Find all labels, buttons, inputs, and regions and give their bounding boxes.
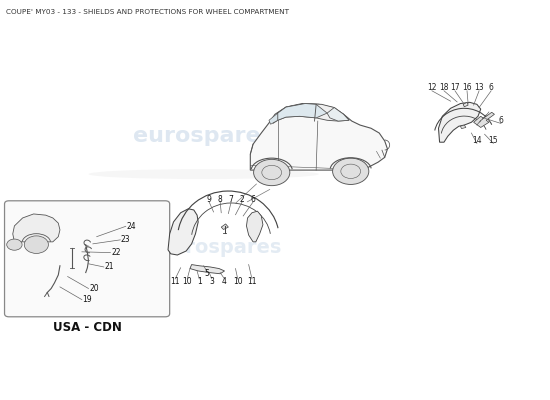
Polygon shape bbox=[190, 264, 224, 274]
Polygon shape bbox=[460, 125, 466, 129]
Polygon shape bbox=[269, 113, 278, 124]
Text: 3: 3 bbox=[210, 277, 215, 286]
FancyBboxPatch shape bbox=[4, 201, 169, 317]
Text: 16: 16 bbox=[462, 83, 472, 92]
Text: eurospares: eurospares bbox=[38, 257, 117, 270]
Text: 6: 6 bbox=[251, 195, 256, 204]
Text: 19: 19 bbox=[82, 295, 92, 304]
Text: 13: 13 bbox=[474, 83, 484, 92]
Text: COUPE' MY03 - 133 - SHIELDS AND PROTECTIONS FOR WHEEL COMPARTMENT: COUPE' MY03 - 133 - SHIELDS AND PROTECTI… bbox=[6, 10, 289, 16]
Polygon shape bbox=[474, 112, 494, 128]
Text: 10: 10 bbox=[183, 277, 192, 286]
Polygon shape bbox=[327, 108, 349, 121]
Polygon shape bbox=[13, 214, 60, 242]
Text: 22: 22 bbox=[111, 248, 120, 257]
Text: 7: 7 bbox=[229, 195, 234, 204]
Polygon shape bbox=[273, 104, 349, 124]
Text: USA - CDN: USA - CDN bbox=[53, 321, 122, 334]
Text: 11: 11 bbox=[170, 277, 180, 286]
Text: eurospares: eurospares bbox=[133, 126, 274, 146]
Text: 24: 24 bbox=[126, 222, 136, 231]
Polygon shape bbox=[438, 102, 481, 142]
Text: 10: 10 bbox=[233, 277, 243, 286]
Text: 23: 23 bbox=[121, 235, 130, 244]
Text: 5: 5 bbox=[204, 269, 209, 278]
Text: 12: 12 bbox=[427, 83, 437, 92]
Text: 6: 6 bbox=[499, 116, 503, 125]
Text: 9: 9 bbox=[207, 195, 212, 204]
Polygon shape bbox=[463, 102, 468, 107]
Text: 4: 4 bbox=[222, 277, 227, 286]
Circle shape bbox=[333, 158, 369, 184]
Polygon shape bbox=[250, 104, 387, 170]
Polygon shape bbox=[278, 104, 327, 120]
Text: 2: 2 bbox=[240, 195, 244, 204]
Text: 8: 8 bbox=[218, 195, 223, 204]
Text: 11: 11 bbox=[247, 277, 257, 286]
Polygon shape bbox=[246, 211, 263, 242]
Circle shape bbox=[254, 159, 290, 186]
Text: 20: 20 bbox=[89, 284, 99, 293]
Text: 14: 14 bbox=[472, 136, 482, 145]
Text: 18: 18 bbox=[439, 83, 449, 92]
Text: 15: 15 bbox=[488, 136, 498, 145]
Polygon shape bbox=[221, 224, 228, 230]
Text: eurospares: eurospares bbox=[158, 238, 282, 257]
Text: 21: 21 bbox=[104, 262, 114, 272]
Circle shape bbox=[7, 239, 22, 250]
Text: 17: 17 bbox=[450, 83, 460, 92]
Circle shape bbox=[24, 236, 48, 254]
Ellipse shape bbox=[89, 169, 319, 179]
Text: 6: 6 bbox=[489, 83, 493, 92]
Text: 1: 1 bbox=[197, 277, 202, 286]
Polygon shape bbox=[168, 209, 198, 255]
